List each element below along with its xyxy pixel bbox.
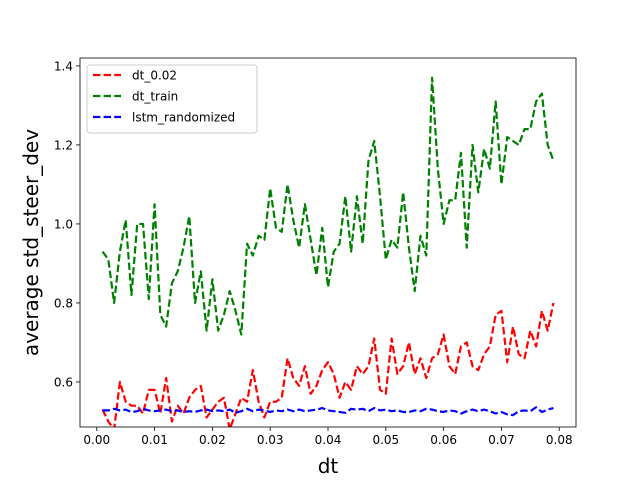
series-line-dt_train: [101, 76, 555, 336]
x-tick-label: 0.07: [488, 433, 515, 447]
legend: dt_0.02 dt_train lstm_randomized: [86, 64, 258, 134]
y-tick-label: 1.2: [54, 138, 73, 152]
legend-label: lstm_randomized: [132, 111, 235, 125]
y-axis-ticks: 0.6 0.8 1.0 1.2 1.4: [54, 59, 80, 389]
x-tick-label: 0.06: [430, 433, 457, 447]
x-tick-label: 0.04: [315, 433, 342, 447]
x-tick-label: 0.08: [546, 433, 573, 447]
legend-label: dt_0.02: [132, 69, 177, 83]
x-tick-label: 0.05: [372, 433, 399, 447]
y-tick-label: 0.8: [54, 296, 73, 310]
series-line-dt_0.02: [101, 302, 555, 427]
x-axis-label: dt: [318, 454, 339, 478]
x-tick-label: 0.02: [199, 433, 226, 447]
y-tick-label: 1.0: [54, 217, 73, 231]
x-tick-label: 0.00: [83, 433, 110, 447]
y-tick-label: 0.6: [54, 375, 73, 389]
y-tick-label: 1.4: [54, 59, 73, 73]
series-layer: [101, 76, 555, 427]
x-axis-ticks: 0.00 0.01 0.02 0.03 0.04 0.05 0.06 0.07 0.08: [83, 427, 573, 447]
legend-label: dt_train: [132, 90, 178, 104]
series-line-lstm_randomized: [102, 406, 554, 417]
legend-box: [86, 64, 258, 134]
y-axis-label: average std_steer_dev: [19, 129, 43, 356]
x-tick-label: 0.03: [257, 433, 284, 447]
x-tick-label: 0.01: [141, 433, 168, 447]
